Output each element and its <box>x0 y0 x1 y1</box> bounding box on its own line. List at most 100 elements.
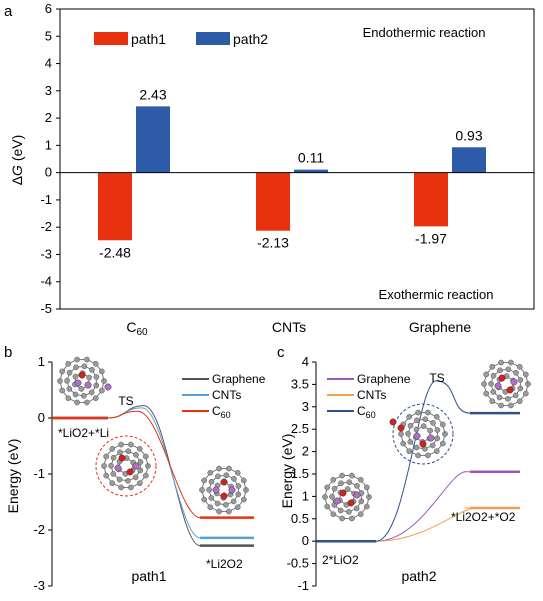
carbon-atom <box>357 511 364 518</box>
category-label-c60: C60 <box>126 319 148 338</box>
panel-b-y-tick-label: -3 <box>33 578 45 593</box>
lithium-atom <box>494 382 502 390</box>
carbon-atom <box>89 366 95 373</box>
carbon-atom <box>201 496 208 503</box>
panel-b-final-state-label: *Li2O2 <box>206 557 243 571</box>
carbon-atom <box>103 453 110 460</box>
panel-c-y-tick-label: 1.5 <box>291 466 309 481</box>
carbon-atom <box>109 480 116 487</box>
lithium-atom <box>84 381 92 389</box>
panel-c-y-ticks: 4 3.5 3 2.5 2 1.5 1 0.5 0 -0.5 -1 <box>287 354 316 593</box>
carbon-atom <box>420 423 427 429</box>
carbon-atom <box>354 482 360 489</box>
carbon-atom <box>59 368 66 375</box>
carbon-atom <box>516 398 523 405</box>
panel-b-legend-c60-sub: 60 <box>221 410 231 420</box>
carbon-atom <box>234 469 241 476</box>
carbon-atom <box>208 495 215 501</box>
panel-c-series <box>316 380 520 543</box>
panel-c-energy-profile: 4 3.5 3 2.5 2 1.5 1 0.5 0 -0.5 -1 Energy (eV) TS 2… <box>279 354 531 593</box>
carbon-atom <box>103 472 110 479</box>
panel-c-x-label: path2 <box>401 568 436 584</box>
panel-a-bar-chart: 6 5 4 3 2 1 0 -1 -2 -3 -4 -5 -2.48 2.43 -2.13 0.11 -1.9… <box>9 1 535 338</box>
panel-a-y-label-symbol: Δ <box>9 176 25 185</box>
panel-c-molecule-initial <box>322 472 372 522</box>
panel-c-initial-state-label: 2*LiO2 <box>322 553 359 567</box>
carbon-atom <box>498 402 504 409</box>
panel-c-y-tick-label: -1 <box>297 578 309 593</box>
panel-c-curve-Graphene <box>375 471 474 542</box>
carbon-atom <box>405 430 411 437</box>
panel-a-y-tick-label: 1 <box>45 137 52 152</box>
carbon-atom <box>415 409 421 416</box>
carbon-atom <box>425 452 431 459</box>
panel-a-y-tick-label: 3 <box>45 83 52 98</box>
panel-a-y-tick-label: -2 <box>40 219 52 234</box>
panel-a-y-tick-label: 0 <box>45 165 52 180</box>
carbon-atom <box>363 503 370 510</box>
carbon-atom <box>110 454 117 461</box>
panel-a-bars <box>98 106 486 241</box>
panel-b-y-label: Energy (eV) <box>5 439 21 514</box>
carbon-atom <box>215 473 221 480</box>
carbon-atom <box>505 366 512 373</box>
carbon-atom <box>108 462 114 469</box>
carbon-atom <box>433 448 440 455</box>
panel-a-y-label-unit: (eV) <box>9 135 25 165</box>
category-label-c60-sub: 60 <box>137 327 149 338</box>
panel-c-ts-label: TS <box>429 371 444 385</box>
oxygen-atom <box>339 489 347 497</box>
panel-c-y-label: Energy (eV) <box>279 434 295 509</box>
panel-b-series <box>52 405 254 547</box>
panel-c-legend-c60-sub: 60 <box>366 410 376 420</box>
oxygen-atom <box>126 468 134 476</box>
carbon-atom <box>199 487 205 493</box>
carbon-atom <box>481 381 487 387</box>
panel-b-legend-c60: C60 <box>212 404 231 420</box>
carbon-atom <box>331 485 338 492</box>
panel-b-legend-c60-base: C <box>212 404 221 418</box>
carbon-atom <box>207 504 214 511</box>
panel-a-y-ticks: 6 5 4 3 2 1 0 -1 -2 -3 -4 -5 <box>40 1 60 316</box>
carbon-atom <box>118 441 124 448</box>
carbon-atom <box>324 484 331 491</box>
panel-c-final-state-label: *Li2O2+*O2 <box>451 510 516 524</box>
panel-label-b: b <box>4 344 12 361</box>
carbon-atom <box>489 363 496 370</box>
carbon-atom <box>66 369 73 376</box>
panel-b-initial-state-text: *LiO2+*Li <box>58 426 109 440</box>
carbon-atom <box>136 445 143 452</box>
carbon-atom <box>59 387 66 394</box>
data-label-path1-C60: -2.48 <box>99 244 131 260</box>
panel-b-molecule-final <box>199 465 249 515</box>
oxygen-atom <box>78 371 86 379</box>
carbon-atom <box>74 399 80 406</box>
lithium-atom <box>333 497 341 505</box>
carbon-atom <box>400 440 407 447</box>
panel-c-legend-c60-base: C <box>357 404 366 418</box>
carbon-atom <box>489 398 496 405</box>
bar-path1-C60 <box>98 172 132 241</box>
panel-a-y-tick-label: -4 <box>40 274 52 289</box>
carbon-atom <box>72 373 79 380</box>
panel-c-ts-highlight-circle <box>392 403 454 465</box>
panel-a-exothermic-annotation: Exothermic reaction <box>379 287 494 302</box>
carbon-atom <box>98 368 105 375</box>
carbon-atom <box>93 374 100 380</box>
panel-b-legend: Graphene CNTs C60 <box>182 372 266 420</box>
carbon-atom <box>133 451 139 458</box>
data-label-path2-Graphene: 0.93 <box>455 127 482 143</box>
carbon-atom <box>240 496 247 503</box>
carbon-atom <box>81 363 88 370</box>
panel-b-legend-graphene: Graphene <box>212 372 266 386</box>
lithium-atom <box>132 462 140 470</box>
carbon-atom <box>490 372 497 379</box>
panel-a-y-tick-label: -1 <box>40 192 52 207</box>
panel-b-legend-cnts: CNTs <box>212 388 241 402</box>
carbon-atom <box>136 480 143 487</box>
lithium-atom <box>427 434 435 442</box>
carbon-atom <box>73 364 79 371</box>
panel-c-y-tick-label: 4 <box>302 354 309 369</box>
lithium-atom <box>114 464 122 472</box>
